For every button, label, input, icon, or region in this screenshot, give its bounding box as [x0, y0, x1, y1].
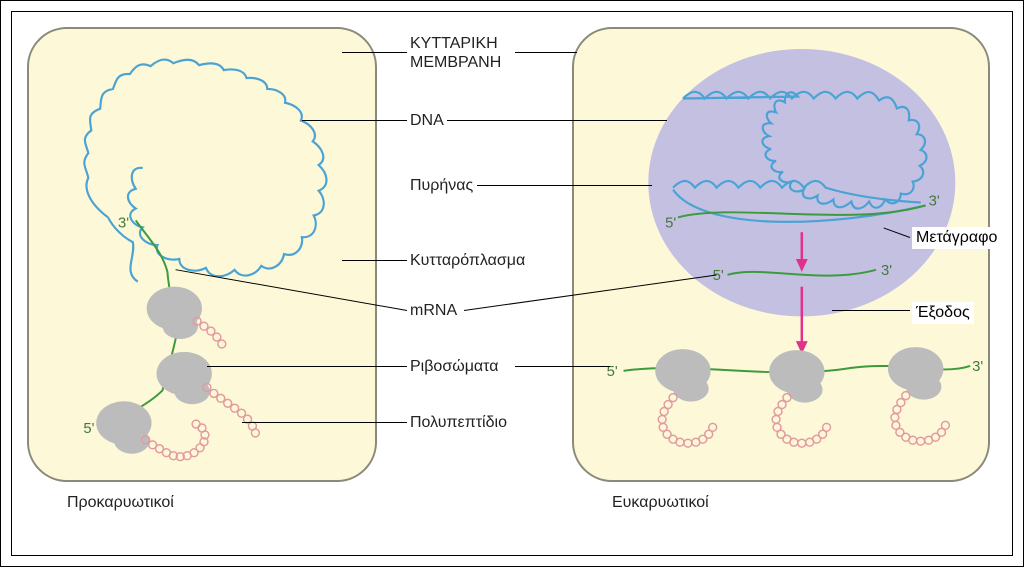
prokaryotic-caption: Προκαρυωτικοί — [67, 494, 174, 512]
eukaryotic-caption: Ευκαρυωτικοί — [612, 494, 709, 512]
leader-nucleus-right — [477, 185, 652, 186]
euk-ribosome-2b — [787, 377, 823, 403]
dna-label: DNA — [410, 112, 444, 130]
leader-exit — [832, 310, 910, 311]
polypeptide-3 — [142, 420, 209, 461]
inner-frame: 3' 5' — [11, 11, 1013, 556]
eukaryotic-cell: 5' 3' 5' 3' 5' 3' — [572, 27, 990, 482]
leader-dna-right — [447, 120, 667, 121]
polypeptide-label: Πολυπεπτίδιο — [410, 414, 507, 432]
membrane-label-line2: ΜΕΜΒΡΑΝΗ — [410, 54, 501, 71]
exit-label: Έξοδος — [912, 302, 974, 324]
euk-ribosome-3b — [906, 374, 942, 400]
leader-polypeptide-left — [242, 422, 407, 423]
right-mrna-nucleus-3prime: 3' — [881, 263, 892, 279]
membrane-label: ΚΥΤΤΑΡΙΚΗ ΜΕΜΒΡΑΝΗ — [410, 34, 501, 72]
polypeptide-1 — [193, 317, 226, 348]
leader-ribosomes-right — [515, 366, 610, 367]
left-5prime-label: 5' — [83, 421, 94, 437]
leader-ribosomes-left — [207, 366, 407, 367]
eukaryotic-svg: 5' 3' 5' 3' 5' 3' — [574, 29, 988, 480]
leader-dna-left — [302, 120, 407, 121]
right-nucleus-3prime: 3' — [929, 193, 940, 209]
leader-cytoplasm-left — [342, 260, 407, 261]
ribosome-3b — [114, 428, 150, 454]
right-nucleus-5prime: 5' — [665, 215, 676, 231]
leader-membrane-left — [342, 52, 407, 53]
prokaryotic-dna — [84, 60, 326, 277]
ribosome-1b — [162, 313, 198, 339]
leader-membrane-right — [515, 52, 577, 53]
polypeptide-2 — [203, 384, 259, 437]
nucleus — [648, 49, 955, 316]
prokaryotic-svg: 3' 5' — [29, 29, 375, 480]
left-3prime-label: 3' — [118, 215, 129, 231]
euk-ribosome-1b — [673, 376, 709, 402]
euk-polypeptide-3 — [891, 392, 949, 445]
cytoplasm-label: Κυτταρόπλασμα — [410, 252, 525, 270]
ribosomes-label: Ριβοσώματα — [410, 358, 499, 376]
right-cyto-3prime: 3' — [972, 359, 983, 375]
membrane-label-line1: ΚΥΤΤΑΡΙΚΗ — [410, 35, 498, 52]
nucleus-label: Πυρήνας — [410, 177, 473, 195]
diagram-frame: 3' 5' — [0, 0, 1024, 567]
prokaryotic-cell: 3' 5' — [27, 27, 377, 482]
euk-polypeptide-1 — [658, 394, 716, 447]
mrna-label: mRNA — [410, 302, 457, 320]
transcript-label: Μετάγραφο — [912, 227, 1001, 249]
